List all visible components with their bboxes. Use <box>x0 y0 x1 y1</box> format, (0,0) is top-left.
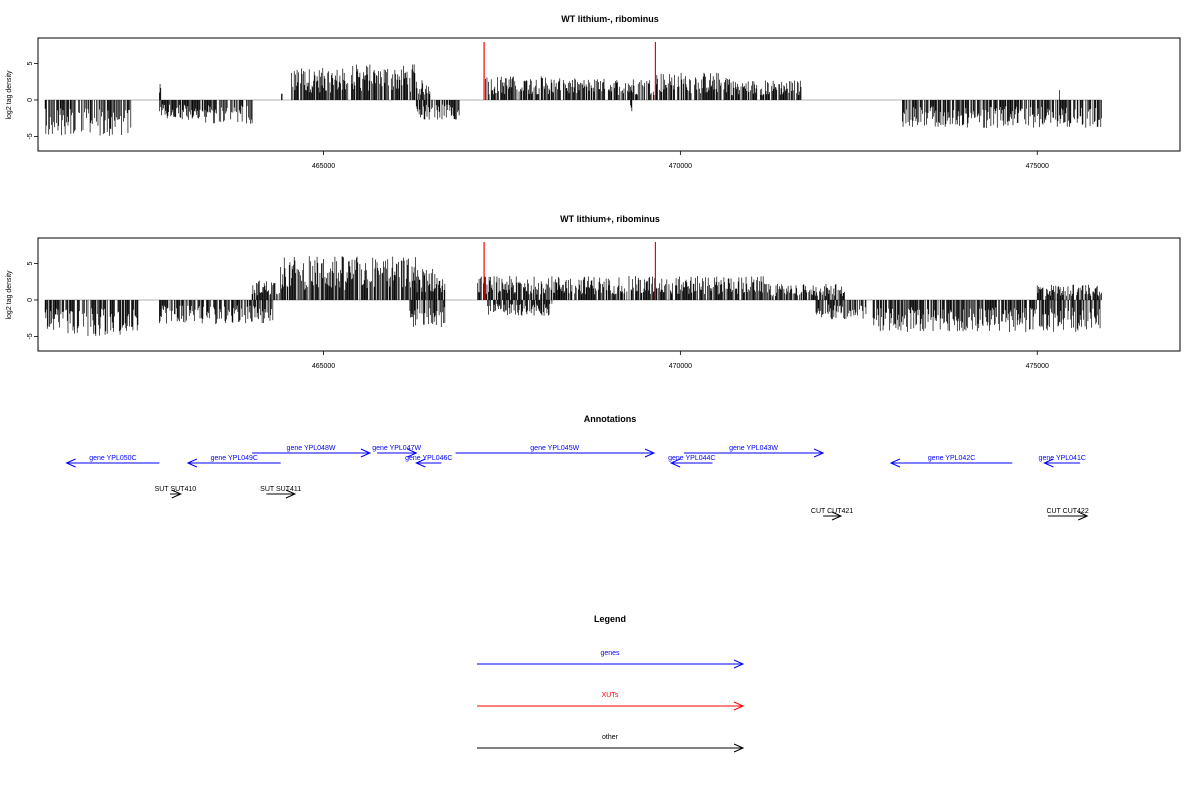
annotation-feature: CUT CUT422 <box>1046 508 1089 521</box>
annotation-feature: SUT SUT410 <box>155 486 197 499</box>
x-tick-label: 470000 <box>669 163 692 170</box>
annotation-feature: gene YPL045W <box>455 445 656 458</box>
annotation-feature: gene YPL041C <box>1039 455 1086 468</box>
feature-label: gene YPL047W <box>372 445 421 452</box>
feature-label: gene YPL042C <box>928 455 975 462</box>
arrow-head <box>171 489 182 499</box>
marker-group <box>483 42 656 100</box>
x-tick-label: 465000 <box>312 363 335 370</box>
annotations-title: Annotations <box>584 414 637 424</box>
y-tick-label: -5 <box>27 133 34 139</box>
bar-group <box>44 64 1102 136</box>
annotation-feature: gene YPL050C <box>65 455 160 468</box>
arrow-head <box>831 511 843 521</box>
track-panel-lithium-plus: WT lithium+, ribominus log2 tag density … <box>6 214 1181 370</box>
annotation-feature: gene YPL047W <box>372 445 421 458</box>
y-tick-label: -5 <box>27 333 34 339</box>
legend-panel: Legend genes XUTs other <box>477 614 745 753</box>
y-tick-label: 0 <box>27 298 34 302</box>
x-tick-label: 475000 <box>1026 163 1049 170</box>
annotation-feature: gene YPL044C <box>668 455 715 468</box>
feature-label: gene YPL041C <box>1039 455 1086 462</box>
x-axis: 465000 470000 475000 <box>312 351 1049 370</box>
legend-title: Legend <box>594 614 626 624</box>
arrow-head <box>415 458 426 468</box>
marker-group <box>483 242 656 300</box>
feature-label: gene YPL043W <box>729 445 778 452</box>
feature-label: gene YPL048W <box>287 445 336 452</box>
legend-item: XUTs <box>477 692 745 711</box>
arrow-head <box>360 448 372 458</box>
arrow-head <box>889 458 901 468</box>
bar-group <box>44 256 1102 336</box>
arrow-head <box>285 489 297 499</box>
y-axis-label: log2 tag density <box>6 270 13 320</box>
y-tick-label: 5 <box>27 61 34 65</box>
annotation-feature: SUT SUT411 <box>260 486 301 499</box>
annotation-feature: CUT CUT421 <box>811 508 853 521</box>
feature-label: CUT CUT421 <box>811 508 853 515</box>
feature-label: SUT SUT411 <box>260 486 301 493</box>
feature-label: gene YPL049C <box>211 455 258 462</box>
plot-frame <box>37 237 1181 352</box>
annotation-feature: gene YPL049C <box>186 455 281 468</box>
arrow-head <box>813 448 825 458</box>
legend-label: XUTs <box>602 692 619 699</box>
arrow-head <box>733 701 745 711</box>
y-axis: -5 0 5 <box>27 261 38 340</box>
x-tick-label: 470000 <box>669 363 692 370</box>
legend-label: genes <box>600 650 620 657</box>
annotations-panel: Annotations gene YPL050C gene YPL049Cgene… <box>65 414 1089 521</box>
arrow-head <box>65 458 76 468</box>
annotation-feature: gene YPL048W <box>252 445 372 458</box>
arrow-head <box>733 659 745 669</box>
feature-label: gene YPL050C <box>89 455 136 462</box>
track-panel-lithium-minus: WT lithium-, ribominus log2 tag density … <box>6 14 1181 170</box>
annotation-feature: gene YPL042C <box>889 455 1013 468</box>
arrow-head <box>669 458 681 468</box>
feature-label: gene YPL046C <box>405 455 452 462</box>
legend-label: other <box>602 734 619 741</box>
feature-label: gene YPL045W <box>530 445 579 452</box>
legend-item: other <box>477 734 745 753</box>
panel-title: WT lithium+, ribominus <box>560 214 660 224</box>
arrow-head <box>1043 458 1054 468</box>
feature-label: CUT CUT422 <box>1046 508 1088 515</box>
legend-items: genes XUTs other <box>477 650 745 753</box>
x-tick-label: 475000 <box>1026 363 1049 370</box>
annotation-feature: gene YPL043W <box>683 445 825 458</box>
arrow-head <box>644 448 656 458</box>
plot-frame <box>37 37 1181 152</box>
y-axis: -5 0 5 <box>27 61 38 140</box>
x-axis: 465000 470000 475000 <box>312 151 1049 170</box>
arrow-head <box>1078 511 1089 521</box>
annotation-features: gene YPL050C gene YPL049C gene YPL048W gene… <box>65 445 1089 521</box>
panel-title: WT lithium-, ribominus <box>561 14 659 24</box>
arrow-head <box>186 458 198 468</box>
y-tick-label: 0 <box>27 98 34 102</box>
x-tick-label: 465000 <box>312 163 335 170</box>
y-tick-label: 5 <box>27 261 34 265</box>
y-axis-label: log2 tag density <box>6 70 13 120</box>
arrow-head <box>733 743 745 753</box>
feature-label: gene YPL044C <box>668 455 715 462</box>
legend-item: genes <box>477 650 745 669</box>
annotation-feature: gene YPL046C <box>405 455 452 468</box>
arrow-head <box>407 448 418 458</box>
feature-label: SUT SUT410 <box>155 486 197 493</box>
